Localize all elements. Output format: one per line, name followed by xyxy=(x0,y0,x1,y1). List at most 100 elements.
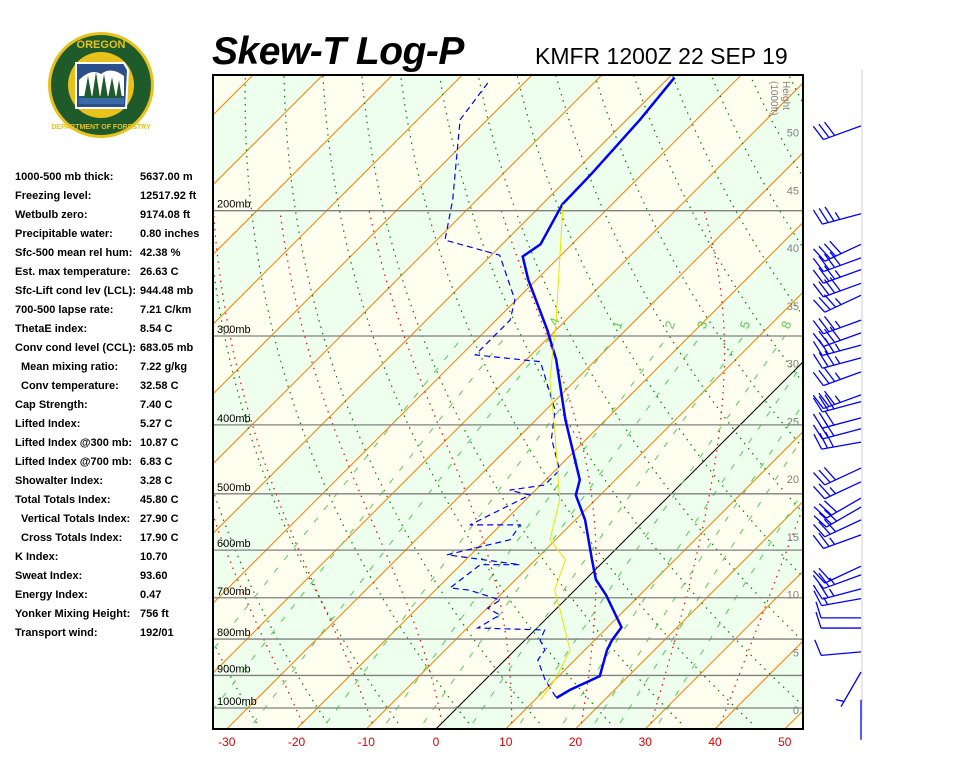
wind-barb xyxy=(812,583,862,600)
wind-barb-feather xyxy=(812,570,826,584)
stat-row: 1000-500 mb thick: 5637.00 m xyxy=(15,168,225,187)
wind-barb xyxy=(835,671,862,707)
stat-value: 26.63 C xyxy=(140,266,179,278)
wind-barb-feather xyxy=(814,639,822,656)
stat-row: Transport wind: 192/01 xyxy=(15,624,225,643)
x-tick-label: 40 xyxy=(708,735,722,749)
stat-label: Wetbulb zero: xyxy=(15,209,88,221)
stat-row: Vertical Totals Index: 27.90 C xyxy=(15,510,225,529)
stat-value: 7.22 g/kg xyxy=(140,361,188,373)
wind-barb xyxy=(815,601,861,619)
stat-value: 27.90 C xyxy=(140,513,179,525)
wind-barb-feather xyxy=(818,339,829,355)
stat-label: Sfc-500 mean rel hum: xyxy=(15,247,133,259)
stat-value: 756 ft xyxy=(140,608,169,620)
wind-barb-feather xyxy=(818,395,829,411)
wind-barb-feather xyxy=(812,299,826,313)
wind-barb-feather xyxy=(818,572,830,587)
wind-barb-feather xyxy=(823,518,837,533)
isotherm-line xyxy=(213,75,672,535)
wind-barb-feather xyxy=(812,353,823,369)
isotherm-line xyxy=(575,500,803,729)
stat-label: Lifted Index @700 mb: xyxy=(15,456,133,468)
wind-barb-feather xyxy=(824,206,835,222)
wind-barb-half-feather xyxy=(829,577,836,585)
height-axis-label: Height xyxy=(780,81,791,110)
wind-barb-half-feather xyxy=(834,395,841,403)
pressure-label: 600mb xyxy=(217,538,251,550)
wind-barb-feather xyxy=(812,340,823,356)
stat-label: Cap Strength: xyxy=(15,399,88,411)
height-axis-unit: (1000ft) xyxy=(768,81,779,115)
page-title: Skew-T Log-P xyxy=(212,30,464,73)
stat-value: 8.54 C xyxy=(140,323,173,335)
station-time-label: KMFR 1200Z 22 SEP 19 xyxy=(535,43,788,69)
pressure-label: 900mb xyxy=(217,663,251,675)
wind-barb-feather xyxy=(825,431,835,448)
stat-row: Sweat Index: 93.60 xyxy=(15,567,225,586)
stat-row: Energy Index: 0.47 xyxy=(15,586,225,605)
wind-barb-half-feather xyxy=(828,588,835,597)
pressure-label: 500mb xyxy=(217,482,251,494)
wind-barb-feather xyxy=(823,467,837,481)
isotherm-line xyxy=(213,75,742,604)
wind-barb xyxy=(815,611,861,629)
wind-barb-feather xyxy=(813,506,827,519)
x-tick-label: 0 xyxy=(433,735,440,749)
wind-barb-feather xyxy=(818,281,830,296)
wind-barb-half-feather xyxy=(834,343,841,352)
stat-label: Total Totals Index: xyxy=(15,494,111,506)
wind-barb-feather xyxy=(812,371,824,386)
wind-barb-feather xyxy=(813,590,823,606)
wind-barb xyxy=(812,315,862,335)
stat-row: Showalter Index: 3.28 C xyxy=(15,472,225,491)
isotherm-line xyxy=(213,75,603,465)
stat-label: Lifted Index: xyxy=(15,418,81,430)
wind-barb xyxy=(813,431,862,450)
wind-barb-feather xyxy=(829,326,841,341)
wind-barb-half-feather xyxy=(834,270,841,278)
stat-value: 7.40 C xyxy=(140,399,173,411)
mixing-ratio-line xyxy=(326,335,616,724)
mixing-ratio-line xyxy=(619,436,803,724)
wind-barb-half-feather xyxy=(834,212,841,220)
wind-barb-staff xyxy=(823,371,862,387)
stat-row: Cross Totals Index: 17.90 C xyxy=(15,529,225,548)
wind-barb-feather xyxy=(824,337,835,353)
wind-barb-staff xyxy=(821,598,862,607)
stat-label: Freezing level: xyxy=(15,190,92,202)
wind-barb-feather xyxy=(824,121,836,136)
isotherm-line xyxy=(213,75,533,395)
parcel-profile xyxy=(540,204,571,701)
stat-value: 5.27 C xyxy=(140,418,173,430)
wind-barb-feather xyxy=(818,255,830,270)
wind-barb-feather xyxy=(829,277,841,292)
stat-label: Lifted Index @300 mb: xyxy=(15,437,133,449)
x-tick-label: -30 xyxy=(218,735,236,749)
stat-label: Showalter Index: xyxy=(15,475,104,487)
isotherm-band xyxy=(213,83,803,729)
wind-barb-feather xyxy=(823,294,837,308)
pressure-label: 800mb xyxy=(217,627,251,639)
wind-barb xyxy=(812,390,862,410)
stat-label: Conv temperature: xyxy=(21,380,119,392)
stat-row: Sfc-Lift cond lev (LCL): 944.48 mb xyxy=(15,282,225,301)
pressure-label: 700mb xyxy=(217,586,251,598)
wind-barb-feather xyxy=(824,390,836,405)
wind-barb-feather xyxy=(812,424,823,440)
stat-row: Freezing level: 12517.92 ft xyxy=(15,187,225,206)
wind-barb-feather xyxy=(812,397,823,413)
isotherm-line xyxy=(505,431,803,729)
height-tick-label: 35 xyxy=(787,301,799,313)
wind-barb xyxy=(812,240,862,262)
wind-barb-feather xyxy=(818,296,831,311)
temperature-profile xyxy=(521,76,676,700)
isotherm-line xyxy=(784,710,803,729)
wind-barb-staff xyxy=(823,319,862,335)
dry-adiabat xyxy=(855,53,960,723)
wind-barb-feather xyxy=(812,269,824,284)
stat-label: Sfc-Lift cond lev (LCL): xyxy=(15,285,136,297)
plot-frame xyxy=(212,74,804,730)
stat-row: Lifted Index @700 mb: 6.83 C xyxy=(15,453,225,472)
mixing-ratio-label: 2 xyxy=(661,319,678,331)
